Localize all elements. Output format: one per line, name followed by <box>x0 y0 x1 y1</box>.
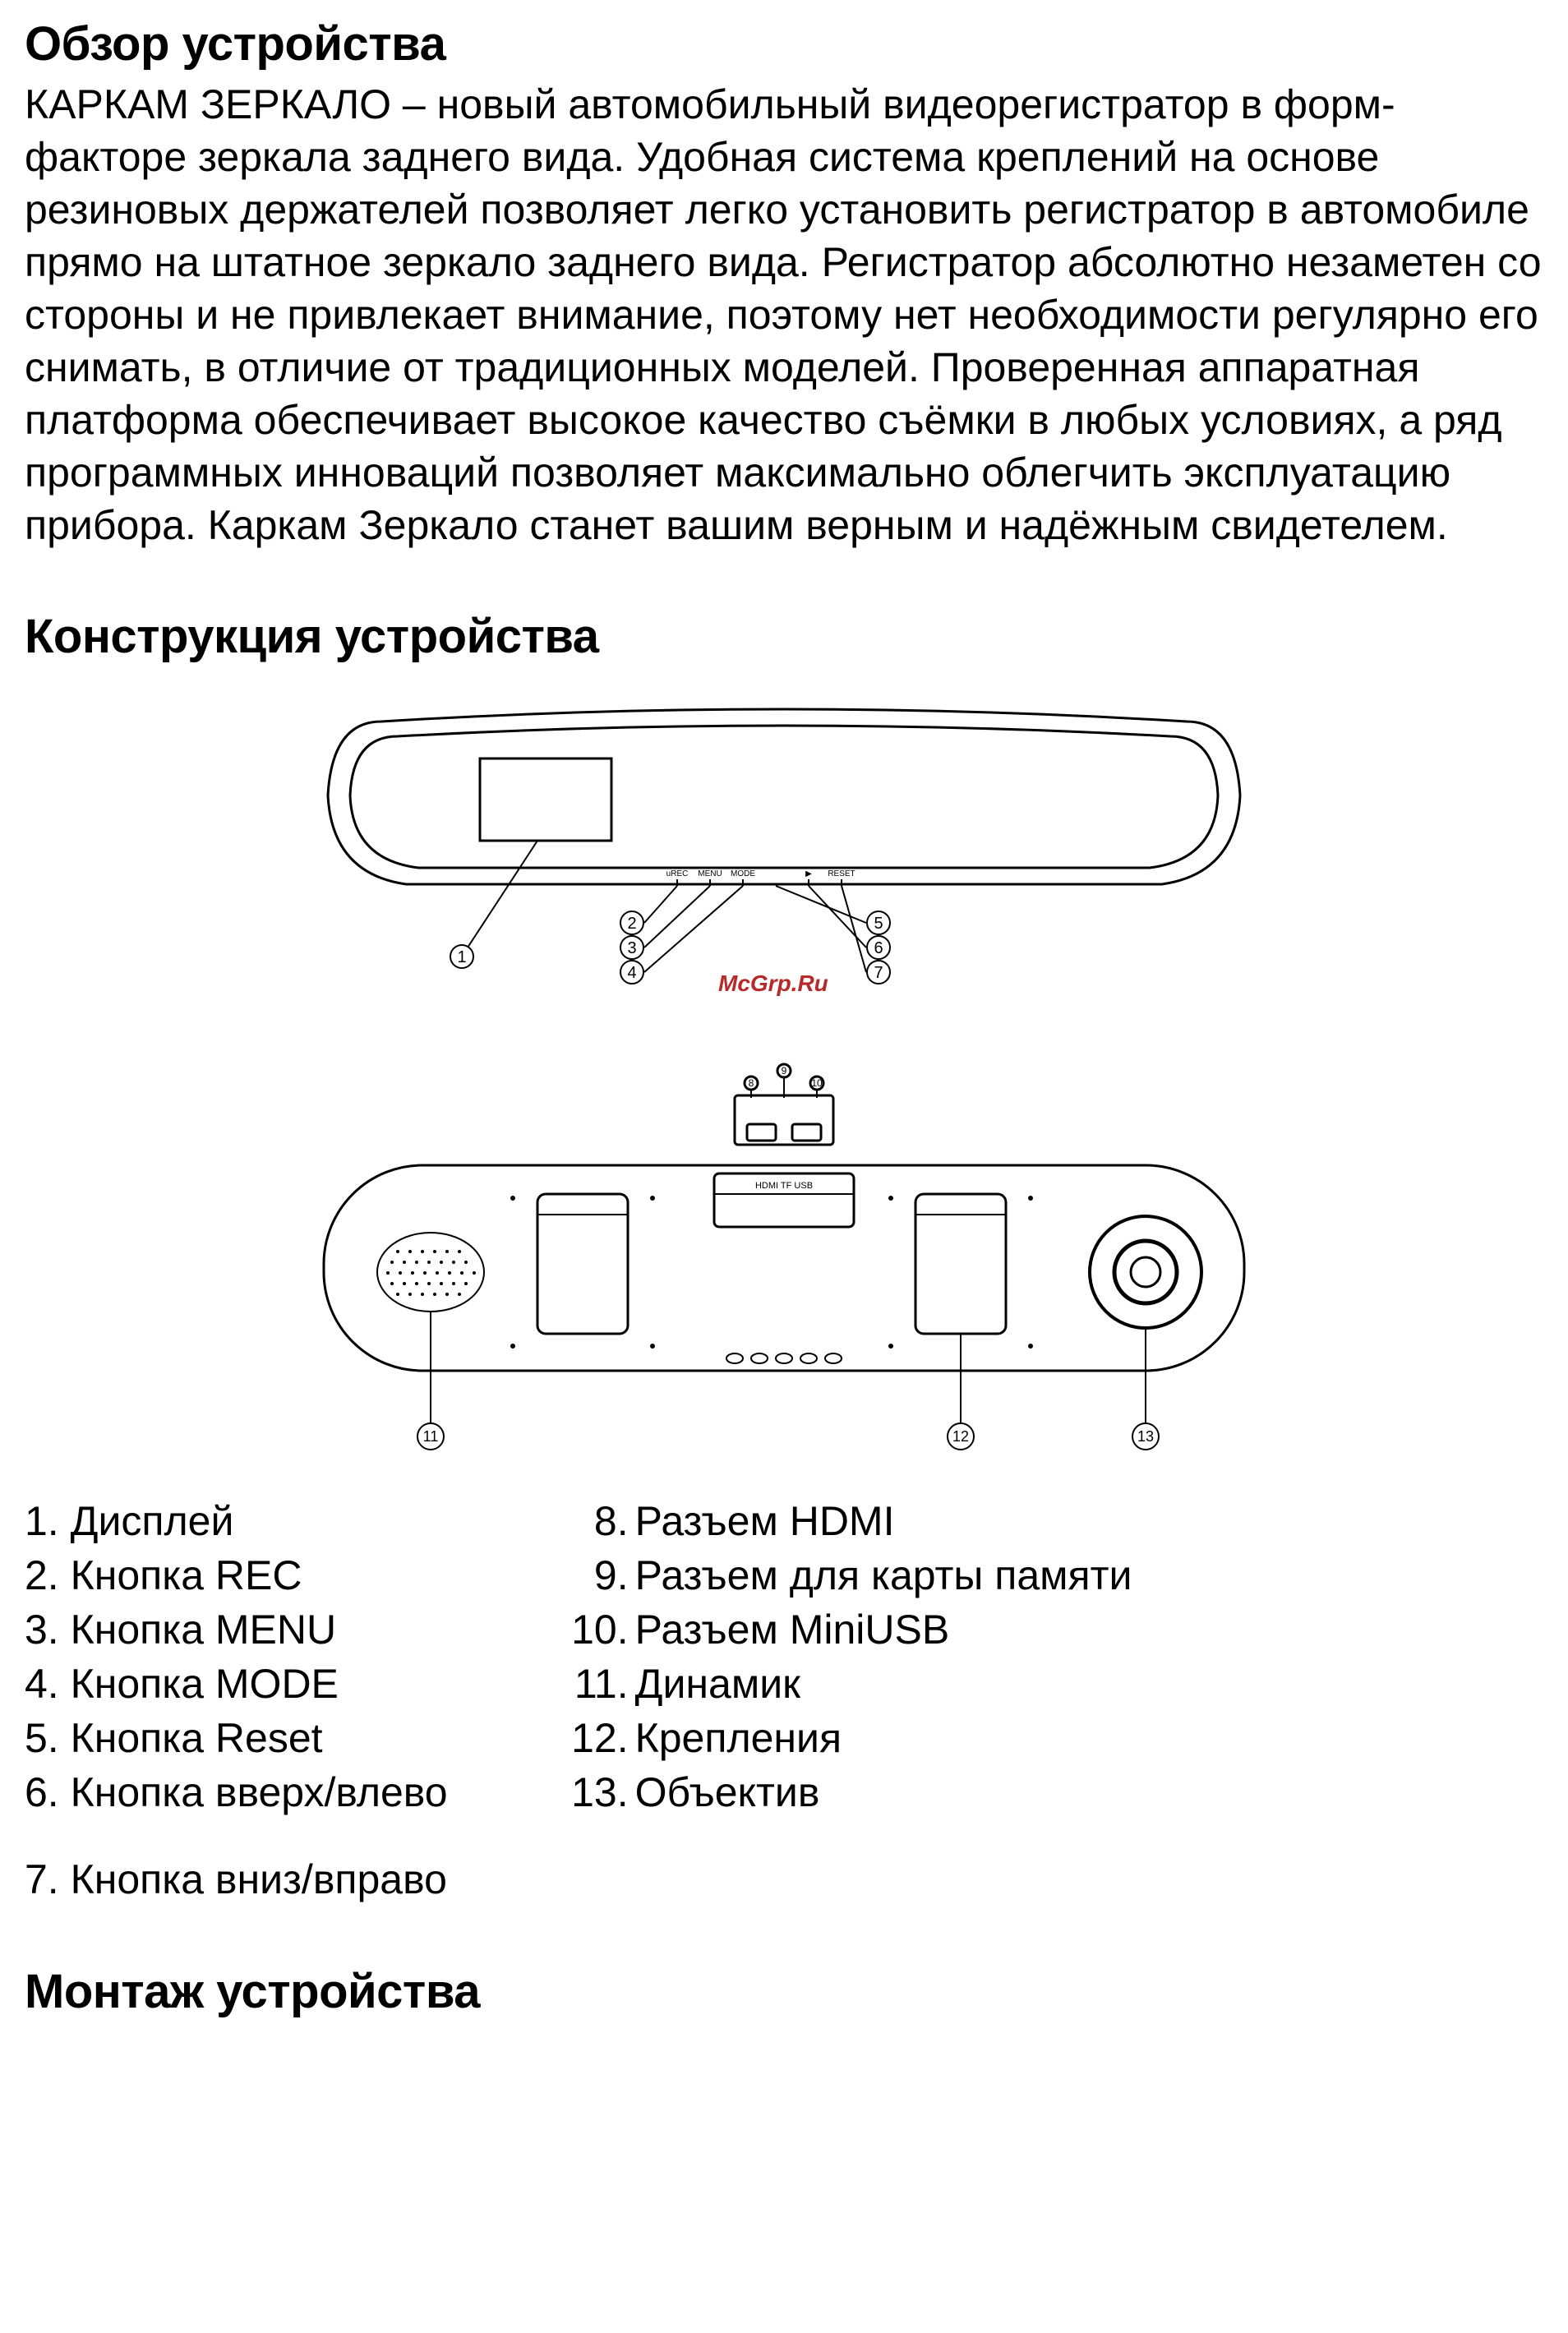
svg-text:MENU: MENU <box>698 869 722 878</box>
svg-text:1: 1 <box>457 948 466 966</box>
legend-col-left: 1. Дисплей 2. Кнопка REC 3. Кнопка MENU … <box>25 1494 448 1907</box>
svg-text:3: 3 <box>627 939 636 957</box>
legend-item: 13.Объектив <box>563 1765 1132 1819</box>
legend-item: 4. Кнопка MODE <box>25 1657 448 1711</box>
watermark-text: McGrp.Ru <box>718 971 828 996</box>
legend-item: 9.Разъем для карты памяти <box>563 1548 1132 1602</box>
legend-item: 8.Разъем HDMI <box>563 1494 1132 1548</box>
svg-text:8: 8 <box>749 1077 754 1089</box>
diagram-front: uREC MENU MODE ▶ RESET 1 2 <box>291 689 1277 1001</box>
heading-mounting: Монтаж устройства <box>25 1964 1543 2019</box>
heading-overview: Обзор устройства <box>25 16 1543 71</box>
diagram-front-container: uREC MENU MODE ▶ RESET 1 2 <box>25 689 1543 1001</box>
legend-item: 12.Крепления <box>563 1711 1132 1765</box>
heading-construction: Конструкция устройства <box>25 609 1543 664</box>
diagram-back: 8 9 10 HDMI TF USB <box>291 1026 1277 1469</box>
svg-text:HDMI TF USB: HDMI TF USB <box>755 1181 813 1191</box>
svg-text:▶: ▶ <box>805 869 812 878</box>
paragraph-overview: КАРКАМ ЗЕРКАЛО – новый автомобильный вид… <box>25 78 1543 551</box>
document-page: Обзор устройства КАРКАМ ЗЕРКАЛО – новый … <box>0 0 1568 2075</box>
svg-text:uREC: uREC <box>666 869 689 878</box>
legend-item: 3. Кнопка MENU <box>25 1602 448 1657</box>
legend: 1. Дисплей 2. Кнопка REC 3. Кнопка MENU … <box>25 1494 1543 1907</box>
legend-item: 10.Разъем MiniUSB <box>563 1602 1132 1657</box>
svg-text:11: 11 <box>423 1428 439 1445</box>
svg-text:13: 13 <box>1137 1428 1154 1445</box>
svg-text:6: 6 <box>874 939 883 957</box>
svg-text:MODE: MODE <box>731 869 755 878</box>
svg-text:12: 12 <box>952 1428 969 1445</box>
svg-text:7: 7 <box>874 964 883 982</box>
legend-item: 1. Дисплей <box>25 1494 448 1548</box>
legend-item: 7. Кнопка вниз/вправо <box>25 1852 448 1907</box>
svg-text:10: 10 <box>811 1077 823 1089</box>
svg-text:RESET: RESET <box>828 869 855 878</box>
svg-text:2: 2 <box>627 915 636 933</box>
legend-col-right: 8.Разъем HDMI 9.Разъем для карты памяти … <box>563 1494 1132 1907</box>
legend-item: 11.Динамик <box>563 1657 1132 1711</box>
svg-text:5: 5 <box>874 915 883 933</box>
legend-item: 5. Кнопка Reset <box>25 1711 448 1765</box>
svg-text:9: 9 <box>782 1065 787 1077</box>
legend-item: 2. Кнопка REC <box>25 1548 448 1602</box>
svg-text:4: 4 <box>627 964 636 982</box>
diagram-back-container: 8 9 10 HDMI TF USB <box>25 1026 1543 1469</box>
legend-item: 6. Кнопка вверх/влево <box>25 1765 448 1819</box>
